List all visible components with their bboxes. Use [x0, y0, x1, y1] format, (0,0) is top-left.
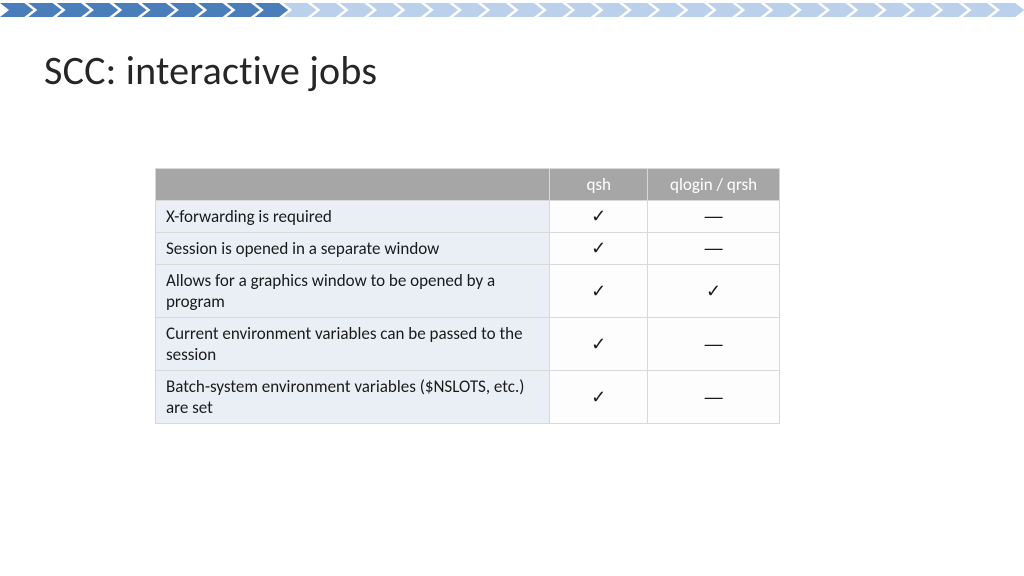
- table-header-empty: [156, 169, 550, 201]
- feature-description: Allows for a graphics window to be opene…: [156, 265, 550, 318]
- dash-icon: —: [648, 233, 780, 265]
- check-icon: ✓: [550, 201, 648, 233]
- table-row: Session is opened in a separate window✓—: [156, 233, 780, 265]
- table-header-qlogin: qlogin / qrsh: [648, 169, 780, 201]
- check-icon: ✓: [550, 265, 648, 318]
- feature-description: Batch-system environment variables ($NSL…: [156, 371, 550, 424]
- feature-description: Current environment variables can be pas…: [156, 318, 550, 371]
- comparison-table-wrap: qsh qlogin / qrsh X-forwarding is requir…: [155, 168, 780, 424]
- chevron-segment: [0, 3, 33, 17]
- table-header-qsh: qsh: [550, 169, 648, 201]
- check-icon: ✓: [550, 233, 648, 265]
- check-icon: ✓: [648, 265, 780, 318]
- table-body: X-forwarding is required✓—Session is ope…: [156, 201, 780, 424]
- dash-icon: —: [648, 318, 780, 371]
- feature-description: Session is opened in a separate window: [156, 233, 550, 265]
- comparison-table: qsh qlogin / qrsh X-forwarding is requir…: [155, 168, 780, 424]
- table-row: Allows for a graphics window to be opene…: [156, 265, 780, 318]
- decorative-chevron-border: [0, 3, 1024, 17]
- table-row: X-forwarding is required✓—: [156, 201, 780, 233]
- check-icon: ✓: [550, 318, 648, 371]
- page-title: SCC: interactive jobs: [44, 46, 377, 95]
- check-icon: ✓: [550, 371, 648, 424]
- table-row: Current environment variables can be pas…: [156, 318, 780, 371]
- feature-description: X-forwarding is required: [156, 201, 550, 233]
- dash-icon: —: [648, 201, 780, 233]
- table-header-row: qsh qlogin / qrsh: [156, 169, 780, 201]
- dash-icon: —: [648, 371, 780, 424]
- table-row: Batch-system environment variables ($NSL…: [156, 371, 780, 424]
